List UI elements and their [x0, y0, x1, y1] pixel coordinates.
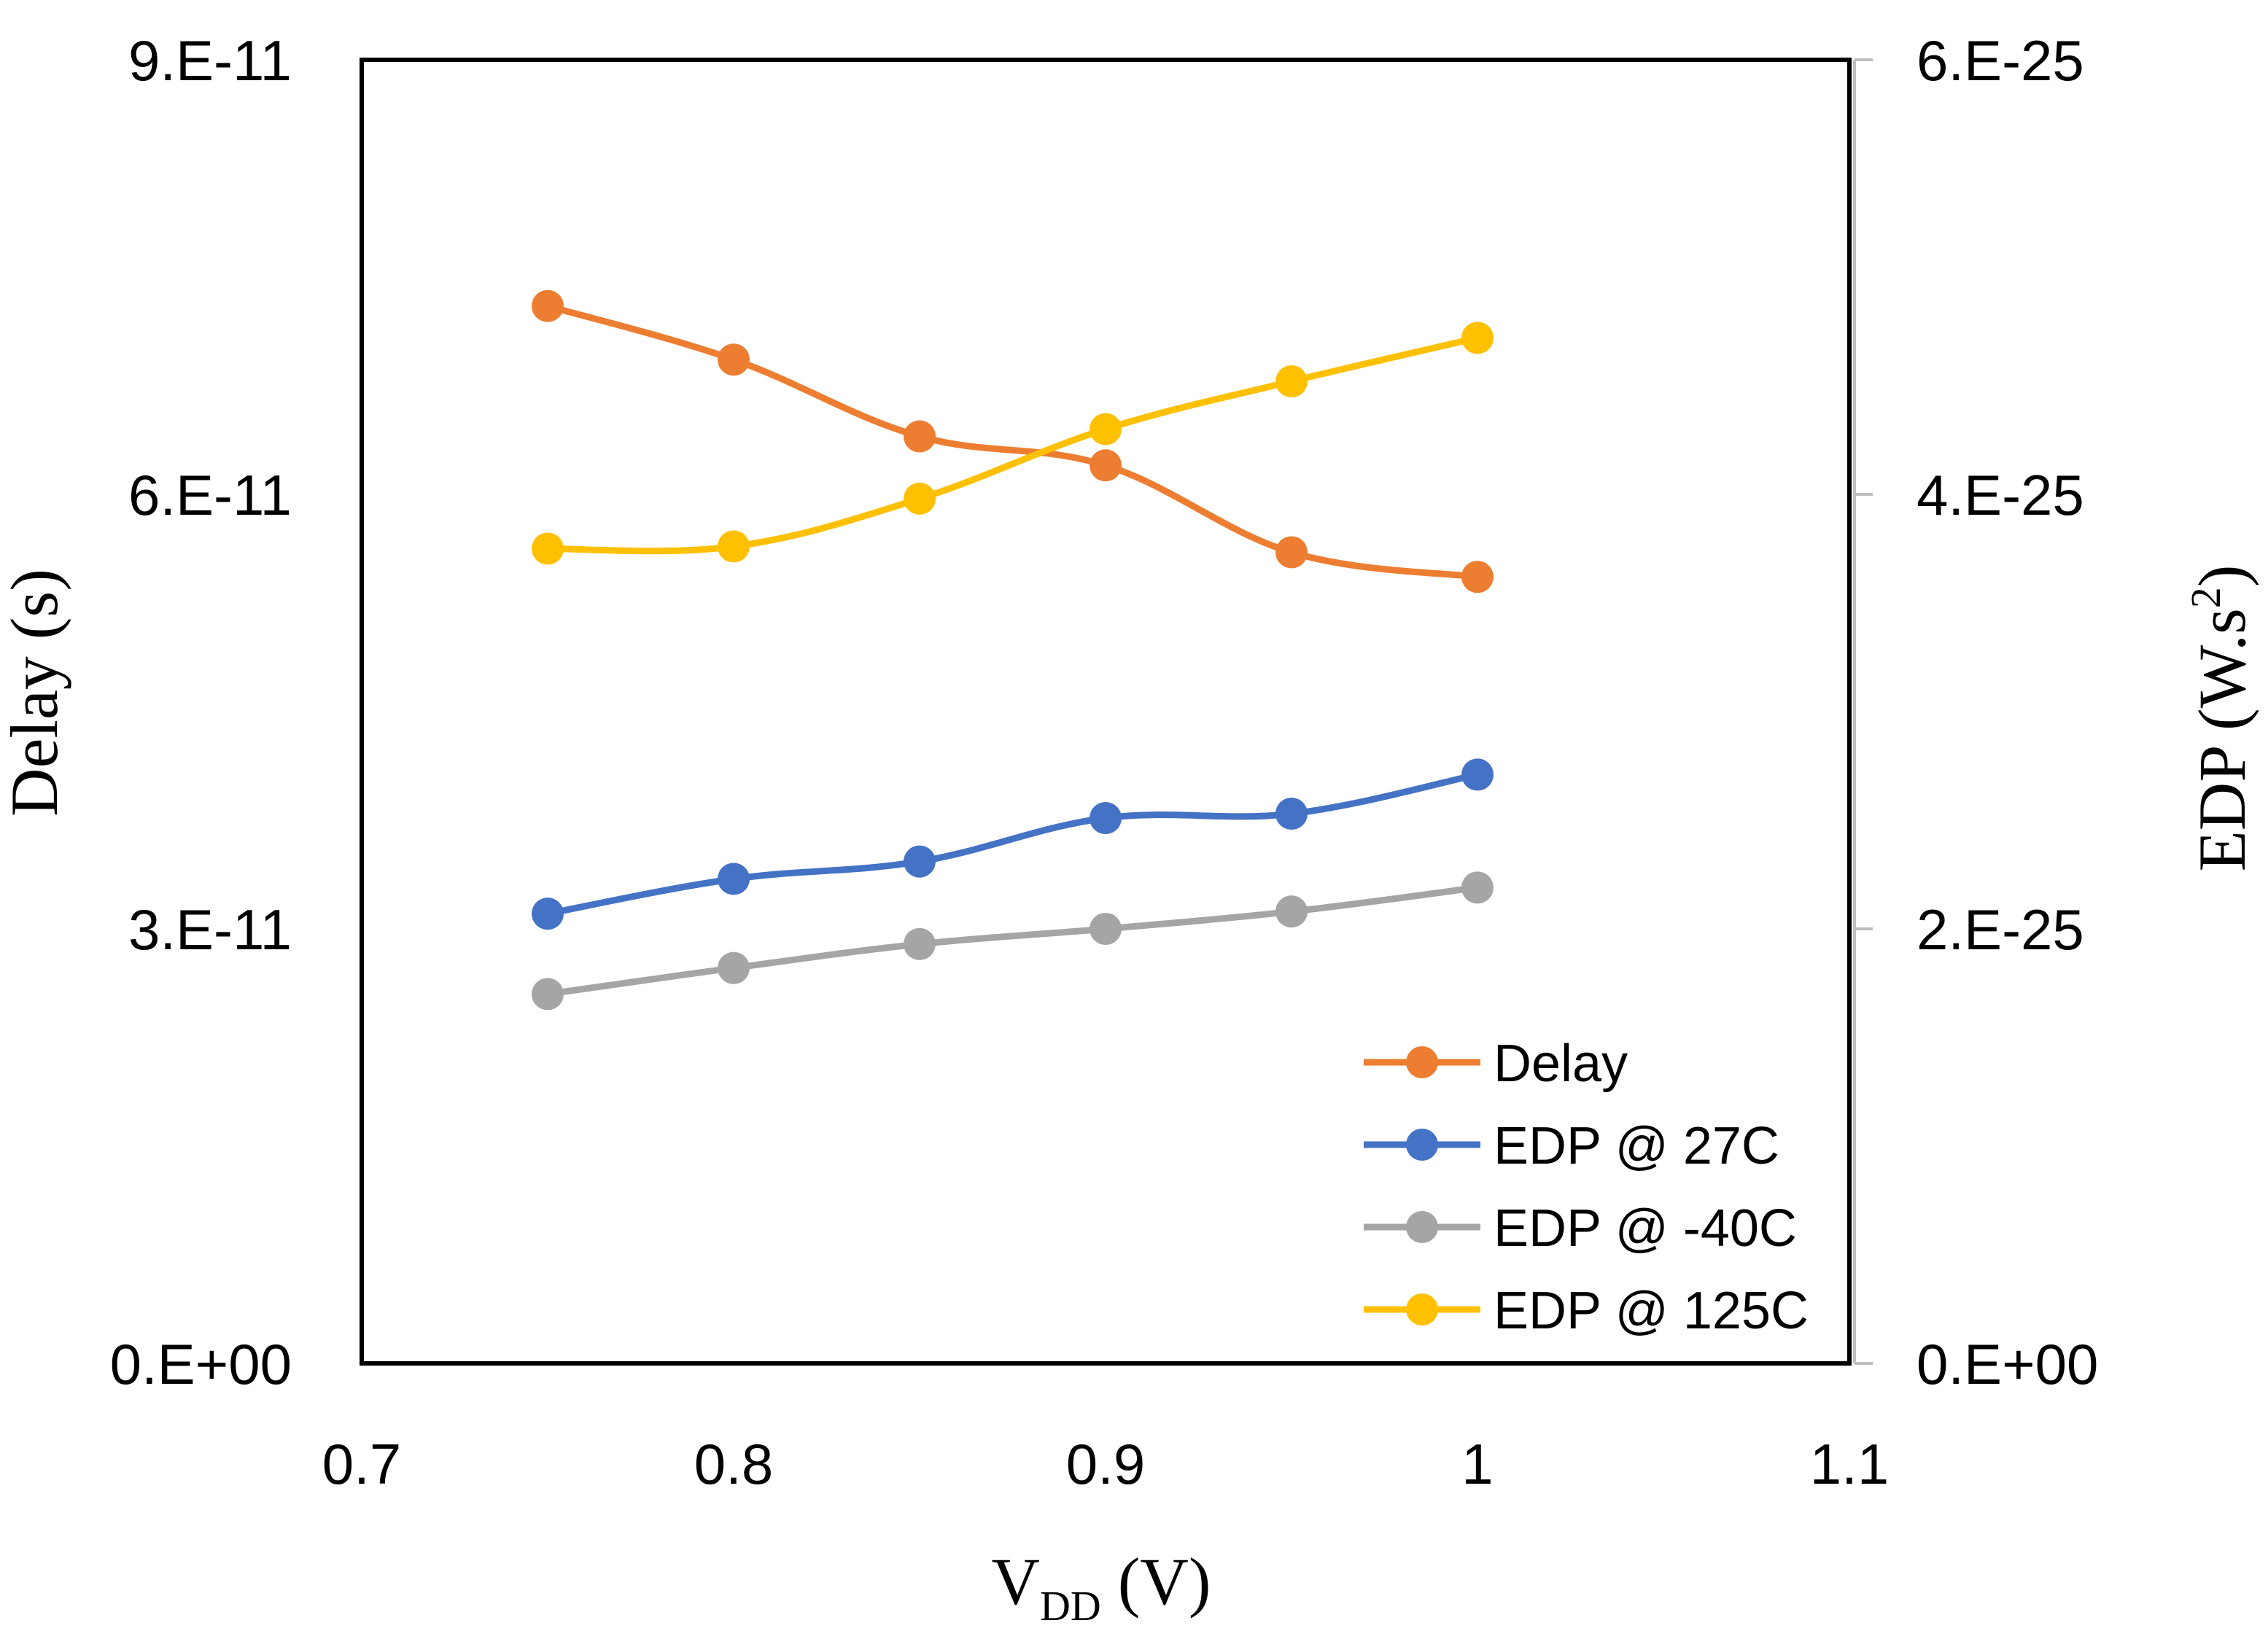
series-line-edp-125c [544, 334, 1481, 555]
data-point-delay [1275, 536, 1308, 569]
y-axis-right-title-main: EDP (W.s [2185, 608, 2259, 871]
data-point-edp-125c [904, 482, 936, 515]
data-point-edp-40c [1090, 913, 1122, 945]
plot-area-frame [360, 58, 1852, 1366]
legend-label: EDP @ 27C [1494, 1117, 1779, 1175]
legend-swatch-marker [1406, 1046, 1438, 1078]
x-axis-tick-label: 1 [1461, 1432, 1493, 1496]
x-axis-tick-label: 0.9 [1066, 1432, 1145, 1496]
y-axis-right-title: EDP (W.s2) [2182, 565, 2259, 872]
series [532, 289, 1494, 1011]
data-point-edp-125c [718, 530, 750, 563]
y-axis-right-tick-label: 2.E-25 [1916, 898, 2084, 962]
y-axis-right-tick-label: 0.E+00 [1916, 1332, 2098, 1396]
series-line-edp-27c [544, 771, 1481, 917]
data-point-delay [1461, 561, 1494, 593]
data-point-edp-40c [1275, 895, 1308, 928]
data-point-edp-125c [1275, 365, 1308, 398]
data-point-edp-40c [718, 951, 750, 984]
y-axis-left-title: Delay (s) [0, 569, 71, 817]
data-point-delay [904, 420, 936, 453]
y-axis-left-tick-label: 0.E+00 [110, 1332, 292, 1396]
legend-label: EDP @ -40C [1494, 1199, 1797, 1258]
x-axis-tick-label: 1.1 [1810, 1432, 1889, 1496]
y-axis-left-tick-label: 9.E-11 [128, 28, 292, 93]
data-point-edp-125c [1090, 413, 1122, 445]
y-axis-left-tick-label: 6.E-11 [128, 463, 292, 527]
series-edp-27c [532, 758, 1494, 930]
y-axis-right-title-rest: ) [2185, 565, 2259, 588]
x-axis-title-main: V [992, 1544, 1040, 1619]
data-point-edp-27c [718, 863, 750, 895]
y-axis-right-tick-label: 6.E-25 [1916, 28, 2084, 93]
data-point-edp-27c [1275, 798, 1308, 830]
data-point-edp-40c [1461, 871, 1494, 904]
x-axis-tick-label: 0.8 [694, 1432, 773, 1496]
legend-swatch-marker [1406, 1211, 1438, 1243]
series-line-delay [544, 303, 1481, 580]
legend-label: Delay [1494, 1035, 1628, 1093]
data-point-edp-27c [904, 845, 936, 878]
data-point-delay [532, 289, 564, 322]
data-point-edp-27c [532, 898, 564, 930]
series-line-edp-40c [544, 884, 1481, 997]
x-axis-title: VDD (V) [992, 1544, 1211, 1630]
data-point-edp-125c [1461, 322, 1494, 354]
y-axis-right-title-superscript: 2 [2182, 587, 2229, 608]
data-point-edp-27c [1090, 802, 1122, 835]
x-axis-title-subscript: DD [1040, 1582, 1101, 1630]
x-axis-tick-label: 0.7 [322, 1432, 401, 1496]
series-edp-40c [532, 871, 1494, 1011]
series-edp-125c [532, 322, 1494, 565]
legend-label: EDP @ 125C [1494, 1282, 1809, 1340]
y-axis-left-tick-label: 3.E-11 [128, 898, 292, 962]
data-point-delay [1090, 449, 1122, 482]
legend-item-delay: Delay [1364, 1035, 1628, 1093]
series-delay [532, 289, 1494, 593]
legend: Delay EDP @ 27C EDP @ -40C EDP @ 125C [1364, 1035, 1809, 1340]
data-point-edp-40c [532, 978, 564, 1011]
data-point-edp-27c [1461, 758, 1494, 791]
data-point-edp-40c [904, 927, 936, 960]
legend-item-edp-27c: EDP @ 27C [1364, 1117, 1779, 1175]
axes: 0.E+00 3.E-11 6.E-11 9.E-11 0.E+00 2.E-25 4.E-… [110, 28, 2099, 1496]
legend-swatch-marker [1406, 1129, 1438, 1161]
data-point-delay [718, 343, 750, 376]
y-axis-right-tick-label: 4.E-25 [1916, 463, 2084, 527]
legend-swatch-marker [1406, 1293, 1438, 1325]
x-axis-title-rest: (V) [1101, 1544, 1211, 1619]
data-point-edp-125c [532, 532, 564, 565]
legend-item-edp-40c: EDP @ -40C [1364, 1199, 1797, 1258]
legend-item-edp-125c: EDP @ 125C [1364, 1282, 1809, 1340]
